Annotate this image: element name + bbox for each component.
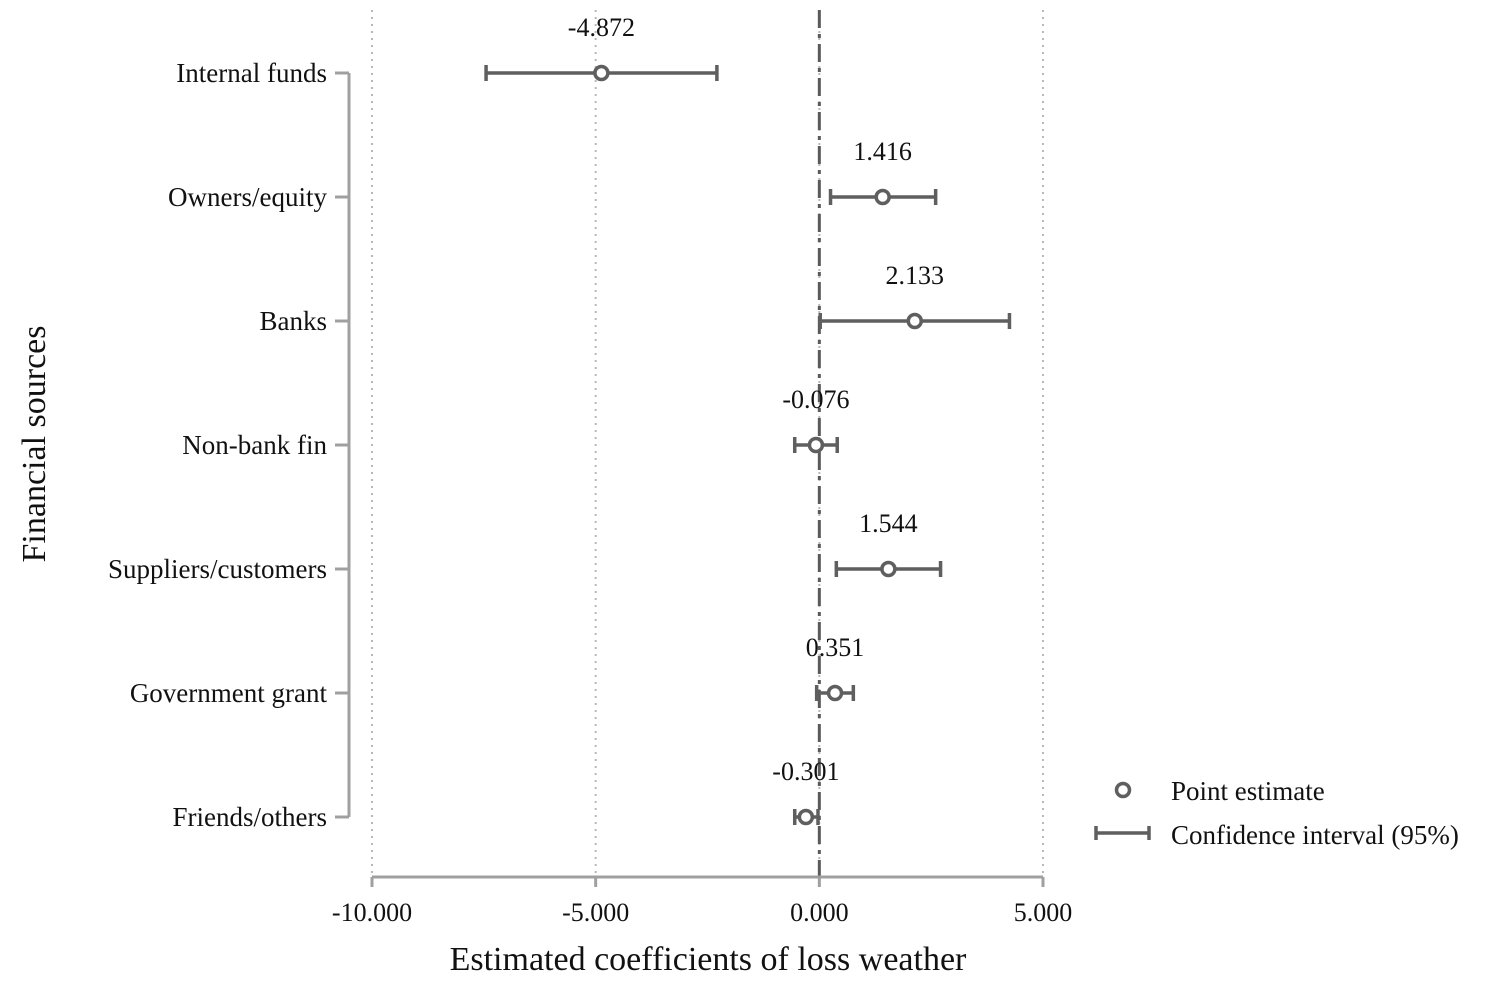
- y-tick-label: Non-bank fin: [182, 430, 327, 460]
- y-tick-label: Internal funds: [176, 58, 327, 88]
- x-tick-label: -10.000: [332, 898, 412, 927]
- estimate-label: 1.416: [853, 137, 912, 166]
- y-ticks: Internal funds Owners/equity Banks Non-bank…: [108, 58, 349, 832]
- estimate-label: 0.351: [806, 633, 865, 662]
- x-tick-label: -5.000: [562, 898, 629, 927]
- legend: Point estimate Confidence interval (95%): [1094, 776, 1459, 850]
- point-estimate: [807, 436, 825, 454]
- legend-ci-marker: [1094, 826, 1151, 840]
- y-tick-label: Friends/others: [173, 802, 328, 832]
- x-tick-label: 5.000: [1014, 898, 1073, 927]
- x-axis-title: Estimated coefficients of loss weather: [450, 941, 967, 978]
- estimate-label: 1.544: [859, 509, 918, 538]
- estimate-label: -0.076: [782, 385, 849, 414]
- point-estimate: [880, 560, 897, 578]
- estimate-label: -4.872: [568, 13, 635, 42]
- estimate-label: -0.301: [772, 757, 839, 786]
- point-estimate: [874, 188, 891, 206]
- x-tick-label: 0.000: [790, 898, 849, 927]
- x-ticks: -10.000 -5.000 0.000 5.000: [332, 877, 1072, 927]
- point-estimate: [593, 64, 610, 82]
- point-estimate: [797, 808, 815, 826]
- y-tick-label: Suppliers/customers: [108, 554, 327, 584]
- legend-point-marker: [1114, 781, 1132, 799]
- estimate-label: 2.133: [885, 261, 944, 290]
- y-tick-label: Banks: [260, 306, 328, 336]
- legend-point-label: Point estimate: [1171, 776, 1325, 806]
- axes: [347, 73, 1043, 879]
- point-estimate: [906, 312, 923, 330]
- legend-ci-label: Confidence interval (95%): [1171, 820, 1459, 850]
- y-tick-label: Government grant: [130, 678, 328, 708]
- y-tick-label: Owners/equity: [168, 182, 327, 212]
- grid-lines: [371, 10, 1044, 877]
- y-axis-title: Financial sources: [16, 326, 53, 563]
- point-estimate: [826, 684, 844, 702]
- data-marks: -4.872 1.416 2.133 -0.076 1.544 0.351 -0.301: [484, 13, 1012, 826]
